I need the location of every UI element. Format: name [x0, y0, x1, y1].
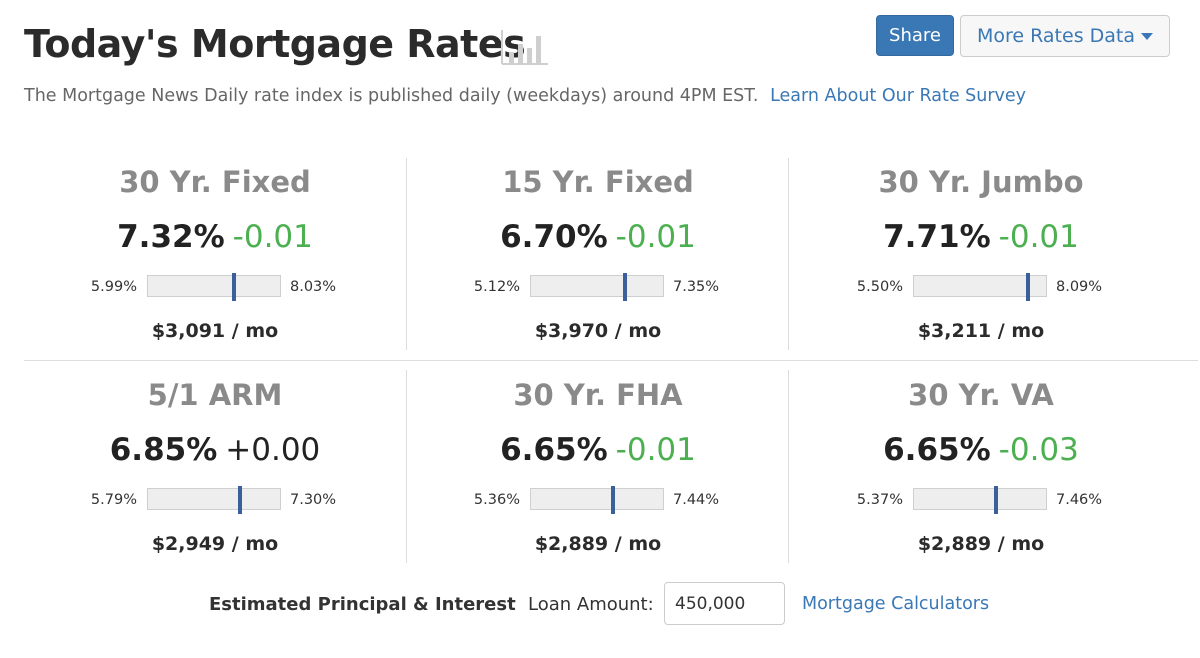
- range-bar: [147, 273, 281, 301]
- rate-change: -0.01: [615, 219, 696, 255]
- rate-value: 6.70%: [500, 219, 608, 255]
- rate-range: 5.37% 7.46%: [790, 486, 1172, 514]
- range-marker: [238, 486, 243, 514]
- monthly-payment: $2,889 / mo: [917, 533, 1045, 555]
- monthly-payment: $3,211 / mo: [917, 320, 1045, 342]
- rate-card-30yr-va: 30 Yr. VA 6.65% -0.03 5.37% 7.46% $2,889 …: [790, 368, 1172, 568]
- range-low: 5.99%: [90, 279, 137, 295]
- rate-change: -0.01: [615, 432, 696, 468]
- rate-card-title: 30 Yr. Fixed: [119, 165, 311, 199]
- rate-line: 6.65% -0.03: [790, 432, 1172, 468]
- range-low: 5.50%: [856, 279, 903, 295]
- monthly-payment: $2,889 / mo: [534, 533, 662, 555]
- rate-value: 6.65%: [883, 432, 991, 468]
- range-bar: [147, 486, 281, 514]
- range-marker: [610, 486, 615, 514]
- rate-value: 7.71%: [883, 219, 991, 255]
- rate-card-30yr-jumbo: 30 Yr. Jumbo 7.71% -0.01 5.50% 8.09% $3,2…: [790, 155, 1172, 355]
- caret-down-icon: [1141, 32, 1153, 40]
- monthly-payment: $3,970 / mo: [534, 320, 662, 342]
- range-bar: [913, 273, 1047, 301]
- column-divider: [406, 158, 407, 350]
- rate-range: 5.99% 8.03%: [24, 273, 406, 301]
- rate-change: +0.00: [225, 432, 321, 468]
- estimated-pi-label: Estimated Principal & Interest: [209, 594, 516, 615]
- subtitle-text: The Mortgage News Daily rate index is pu…: [24, 86, 759, 106]
- range-marker: [231, 273, 236, 301]
- range-marker: [1025, 273, 1030, 301]
- rate-range: 5.36% 7.44%: [407, 486, 789, 514]
- rate-value: 7.32%: [117, 219, 225, 255]
- range-marker: [622, 273, 627, 301]
- rate-card-title: 30 Yr. Jumbo: [878, 165, 1084, 199]
- rate-line: 7.32% -0.01: [24, 219, 406, 255]
- range-low: 5.37%: [856, 492, 903, 508]
- range-high: 7.46%: [1056, 492, 1103, 508]
- loan-amount-input[interactable]: [664, 582, 785, 625]
- range-high: 7.30%: [290, 492, 337, 508]
- rate-line: 6.65% -0.01: [407, 432, 789, 468]
- more-rates-data-label: More Rates Data: [976, 25, 1135, 47]
- range-high: 8.03%: [290, 279, 337, 295]
- more-rates-data-button[interactable]: More Rates Data: [960, 15, 1170, 57]
- page-title: Today's Mortgage Rates: [24, 22, 526, 66]
- rate-card-5-1-arm: 5/1 ARM 6.85% +0.00 5.79% 7.30% $2,949 / …: [24, 368, 406, 568]
- range-high: 8.09%: [1056, 279, 1103, 295]
- subtitle: The Mortgage News Daily rate index is pu…: [24, 86, 1026, 106]
- range-bar: [530, 486, 664, 514]
- rate-card-15yr-fixed: 15 Yr. Fixed 6.70% -0.01 5.12% 7.35% $3,9…: [407, 155, 789, 355]
- rate-change: -0.03: [998, 432, 1079, 468]
- range-low: 5.79%: [90, 492, 137, 508]
- range-low: 5.12%: [473, 279, 520, 295]
- range-low: 5.36%: [473, 492, 520, 508]
- rate-card-title: 15 Yr. Fixed: [502, 165, 694, 199]
- column-divider: [788, 370, 789, 563]
- share-button[interactable]: Share: [876, 15, 954, 56]
- rate-range: 5.79% 7.30%: [24, 486, 406, 514]
- rate-range: 5.50% 8.09%: [790, 273, 1172, 301]
- range-high: 7.44%: [673, 492, 720, 508]
- rate-card-30yr-fixed: 30 Yr. Fixed 7.32% -0.01 5.99% 8.03% $3,0…: [24, 155, 406, 355]
- monthly-payment: $3,091 / mo: [151, 320, 279, 342]
- rate-card-title: 30 Yr. VA: [908, 378, 1054, 412]
- rate-card-title: 5/1 ARM: [147, 378, 283, 412]
- range-bar: [530, 273, 664, 301]
- bar-chart-icon[interactable]: [500, 28, 550, 66]
- rate-change: -0.01: [998, 219, 1079, 255]
- column-divider: [788, 158, 789, 350]
- column-divider: [406, 370, 407, 563]
- rate-line: 7.71% -0.01: [790, 219, 1172, 255]
- loan-amount-label: Loan Amount:: [528, 594, 654, 615]
- rate-value: 6.85%: [109, 432, 218, 468]
- mortgage-calculators-link[interactable]: Mortgage Calculators: [802, 594, 990, 614]
- range-high: 7.35%: [673, 279, 720, 295]
- range-marker: [993, 486, 998, 514]
- range-bar: [913, 486, 1047, 514]
- rate-change: -0.01: [232, 219, 313, 255]
- rate-survey-link[interactable]: Learn About Our Rate Survey: [770, 86, 1027, 106]
- row-divider: [24, 360, 1198, 361]
- rate-range: 5.12% 7.35%: [407, 273, 789, 301]
- monthly-payment: $2,949 / mo: [151, 533, 279, 555]
- rate-card-title: 30 Yr. FHA: [513, 378, 683, 412]
- rate-value: 6.65%: [500, 432, 608, 468]
- rate-card-30yr-fha: 30 Yr. FHA 6.65% -0.01 5.36% 7.44% $2,889…: [407, 368, 789, 568]
- rates-grid: 30 Yr. Fixed 7.32% -0.01 5.99% 8.03% $3,0…: [24, 155, 1198, 565]
- rate-line: 6.85% +0.00: [24, 432, 406, 468]
- rate-line: 6.70% -0.01: [407, 219, 789, 255]
